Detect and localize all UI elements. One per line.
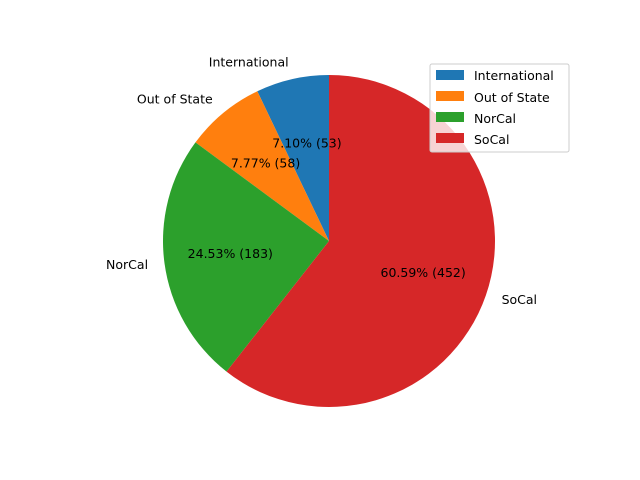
legend-label-norcal: NorCal — [474, 111, 516, 126]
legend-entry-out-of-state: Out of State — [436, 90, 550, 105]
legend: International Out of State NorCal SoCal — [429, 63, 570, 153]
slice-labels: International Out of State NorCal SoCal — [106, 54, 537, 307]
pie-slice-out-of-state — [195, 91, 329, 241]
percent-label-out-of-state: 7.77% (58) — [231, 156, 300, 171]
slice-label-out-of-state: Out of State — [137, 92, 213, 107]
legend-swatch-norcal — [436, 112, 464, 122]
slice-label-international: International — [209, 54, 289, 69]
pie-slice-socal — [226, 75, 496, 408]
legend-label-socal: SoCal — [474, 132, 509, 147]
legend-frame — [429, 63, 570, 153]
percent-label-norcal: 24.53% (183) — [188, 246, 273, 261]
percent-labels: 7.10% (53) 7.77% (58) 24.53% (183) 60.59% (… — [188, 135, 466, 280]
legend-entry-socal: SoCal — [436, 132, 509, 147]
slice-label-norcal: NorCal — [106, 257, 148, 272]
pie-slices — [163, 75, 496, 408]
legend-entry-norcal: NorCal — [436, 111, 516, 126]
slice-label-socal: SoCal — [502, 292, 537, 307]
percent-label-international: 7.10% (53) — [272, 135, 341, 150]
legend-label-out-of-state: Out of State — [474, 90, 550, 105]
pie-slice-international — [257, 75, 329, 241]
legend-swatch-out-of-state — [436, 91, 464, 101]
percent-label-socal: 60.59% (452) — [381, 265, 466, 280]
legend-swatch-socal — [436, 133, 464, 143]
legend-swatch-international — [436, 70, 464, 80]
legend-label-international: International — [474, 68, 554, 83]
legend-entry-international: International — [436, 68, 554, 83]
pie-slice-norcal — [163, 142, 329, 372]
